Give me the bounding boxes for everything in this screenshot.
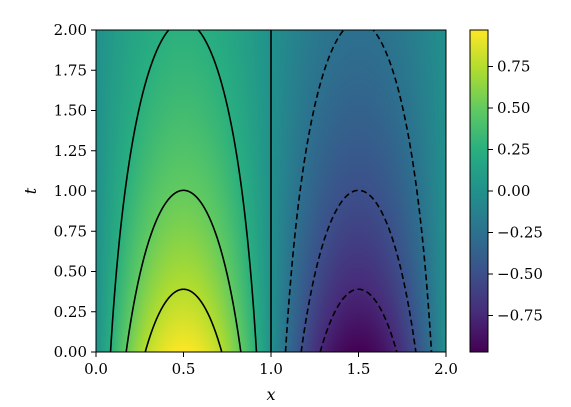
- y-tick-label: 0.75: [54, 222, 87, 240]
- y-axis: 0.00 0.25 0.50 0.75 1.00 1.25 1.50 1.75 2.00: [54, 21, 96, 361]
- y-tick-label: 1.25: [54, 142, 87, 160]
- x-tick-label: 0.5: [172, 360, 196, 378]
- contour-negative-0_75: [319, 288, 398, 352]
- y-tick-label: 2.00: [54, 21, 87, 39]
- colorbar-tick-label: 0.25: [497, 141, 530, 159]
- contour-negative-0_25: [284, 30, 433, 352]
- x-tick-label: 2.0: [434, 360, 458, 378]
- colorbar-tick-label: −0.50: [497, 265, 543, 283]
- colorbar-tick-label: 0.00: [497, 182, 530, 200]
- colorbar-tick-label: −0.75: [497, 306, 543, 324]
- y-tick-label: 1.50: [54, 102, 87, 120]
- contour-lines: [109, 30, 433, 352]
- y-tick-label: 0.50: [54, 263, 87, 281]
- contour-positive-0_5: [125, 189, 242, 352]
- contour-negative-0_5: [300, 189, 417, 352]
- y-axis-label: t: [21, 187, 40, 194]
- x-axis-label: x: [266, 385, 275, 404]
- y-tick-label: 0.00: [54, 343, 87, 361]
- colorbar-tick-label: 0.50: [497, 99, 530, 117]
- x-tick-label: 1.0: [259, 360, 283, 378]
- contour-positive-0_75: [144, 288, 223, 352]
- x-tick-label: 0.0: [84, 360, 108, 378]
- colorbar-tick-label: 0.75: [497, 58, 530, 76]
- colorbar: [469, 29, 489, 353]
- contour-positive-0_25: [109, 30, 258, 352]
- colorbar-tick-label: −0.25: [497, 223, 543, 241]
- x-tick-label: 1.5: [347, 360, 371, 378]
- y-tick-label: 1.75: [54, 61, 87, 79]
- colorbar-ticks: −0.75 −0.50 −0.25 0.00 0.25 0.50 0.75: [488, 58, 543, 324]
- y-tick-label: 0.25: [54, 303, 87, 321]
- x-axis: 0.0 0.5 1.0 1.5 2.0: [84, 352, 458, 378]
- y-tick-label: 1.00: [54, 182, 87, 200]
